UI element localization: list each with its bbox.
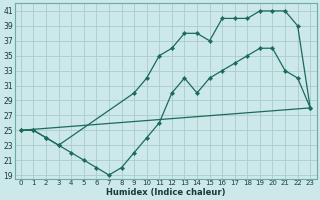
X-axis label: Humidex (Indice chaleur): Humidex (Indice chaleur) (106, 188, 225, 197)
